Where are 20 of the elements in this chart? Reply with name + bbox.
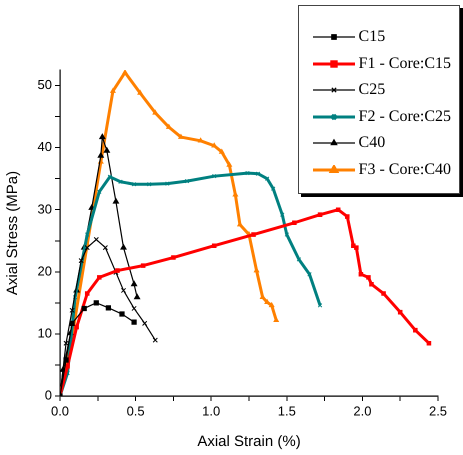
x-tick-label: 1.0 — [202, 403, 220, 418]
legend-label: F3 - Core:C40 — [358, 160, 451, 179]
y-axis-title: Axial Stress (MPa) — [4, 170, 22, 296]
legend-label: C25 — [358, 81, 386, 100]
x-axis-title: Axial Strain (%) — [197, 433, 301, 450]
y-tick-label: 30 — [38, 201, 52, 216]
x-tick-label: 2.0 — [353, 403, 372, 418]
legend-label: C15 — [358, 28, 386, 46]
y-tick-label: 50 — [38, 77, 52, 92]
legend-label: F1 - Core:C15 — [358, 54, 451, 73]
legend-label: C40 — [358, 134, 386, 152]
y-tick-label: 40 — [38, 139, 52, 154]
x-tick-label: 1.5 — [278, 403, 296, 418]
x-tick-label: 0.0 — [50, 403, 70, 418]
x-tick-label: 0.5 — [126, 403, 145, 418]
legend-label: F2 - Core:C25 — [358, 108, 451, 126]
x-tick-label: 2.5 — [428, 403, 448, 418]
y-tick-label: 10 — [38, 325, 52, 340]
y-tick-label: 0 — [44, 388, 52, 403]
y-tick-label: 20 — [38, 263, 52, 278]
